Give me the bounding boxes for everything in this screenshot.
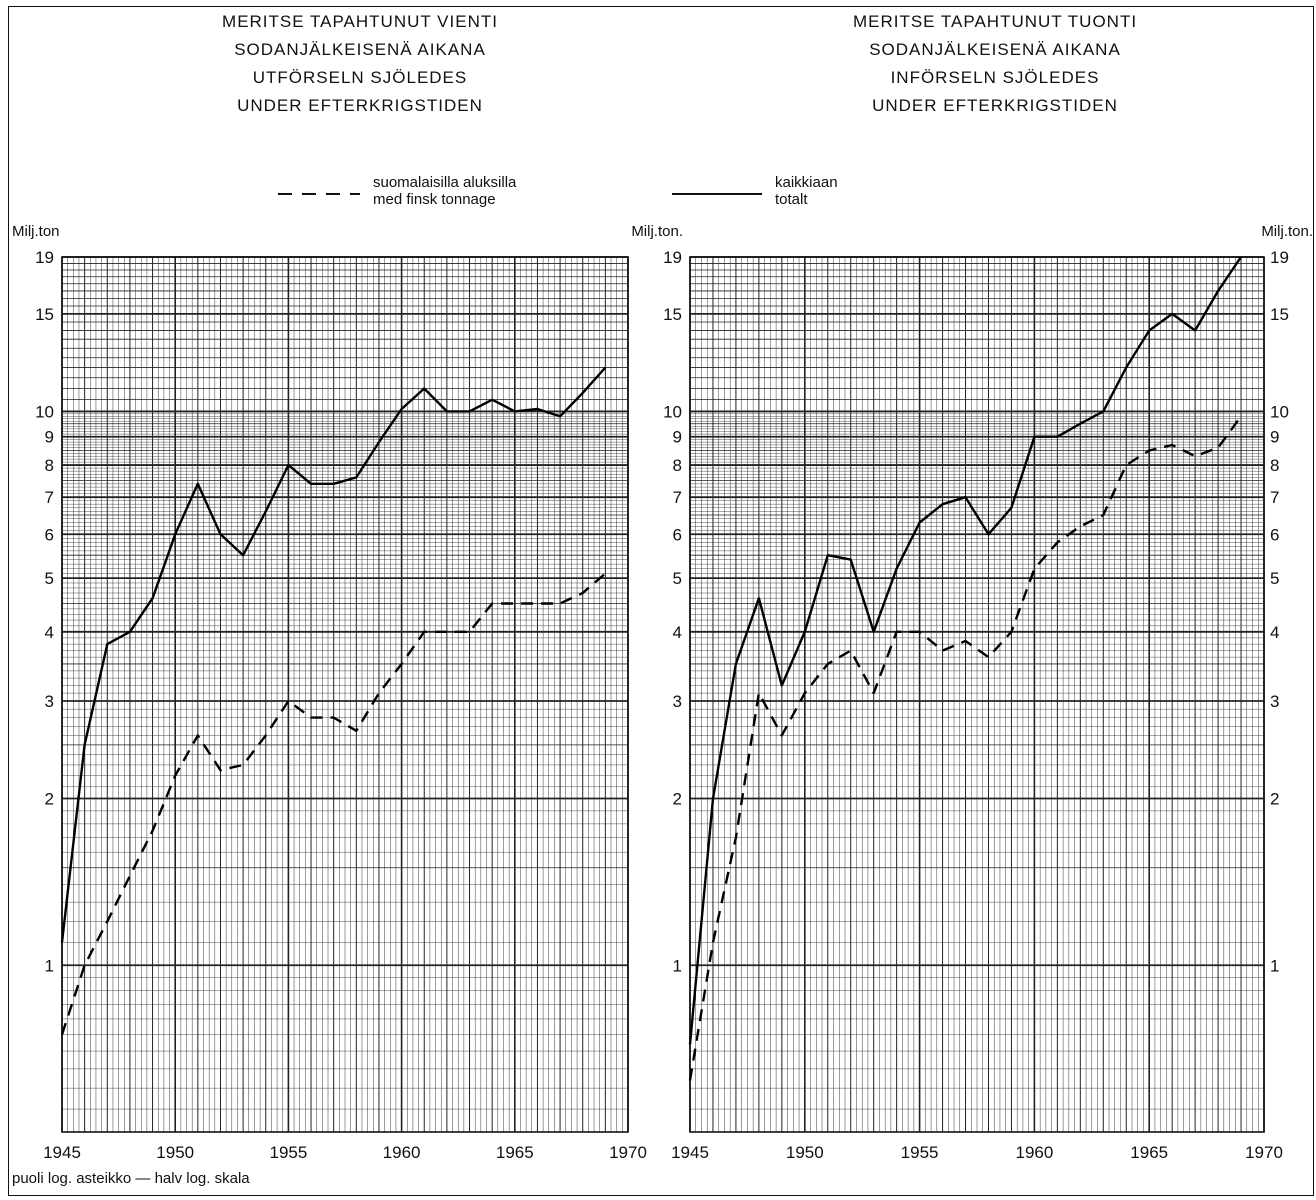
left-title-line-2: SODANJÄLKEISENÄ AIKANA [234, 40, 486, 59]
right-y-axis-unit-left: Milj.ton. [631, 223, 683, 240]
right-y-tick-label: 1 [673, 956, 682, 975]
left-x-tick-label: 1970 [609, 1143, 647, 1162]
right-title-line-3: INFÖRSELN SJÖLEDES [890, 68, 1100, 87]
right-chart: 1 1 2 2 3 3 4 4 5 5 6 6 7 7 8 8 9 9 10 10 15 15 19 19 1945 1950 19… [663, 223, 1313, 1162]
right-x-tick-label: 1970 [1245, 1143, 1283, 1162]
right-x-tick-label: 1955 [901, 1143, 939, 1162]
left-title-line-1: MERITSE TAPAHTUNUT VIENTI [222, 12, 498, 31]
right-x-tick-label: 1965 [1130, 1143, 1168, 1162]
legend-dashed-label: suomalaisilla aluksilla med finsk tonnag… [373, 174, 516, 208]
right-y-tick-label-right: 5 [1270, 569, 1279, 588]
right-y-tick-label-right: 3 [1270, 692, 1279, 711]
left-x-tick-label: 1960 [383, 1143, 421, 1162]
right-y-tick-label: 10 [663, 402, 682, 421]
right-title-line-2: SODANJÄLKEISENÄ AIKANA [869, 40, 1121, 59]
left-y-tick-label: 19 [35, 248, 54, 267]
right-series-solid [688, 256, 1242, 1045]
left-title-line-3: UTFÖRSELN SJÖLEDES [252, 68, 468, 87]
left-x-tick-label: 1965 [496, 1143, 534, 1162]
footnote: puoli log. asteikko — halv log. skala [12, 1170, 250, 1187]
legend-solid-label: kaikkiaan totalt [775, 174, 838, 208]
left-y-tick-label: 8 [45, 456, 54, 475]
legend-dashed-line-1: suomalaisilla aluksilla [373, 174, 517, 191]
right-y-tick-label: 7 [673, 488, 682, 507]
right-y-tick-label-right: 7 [1270, 488, 1279, 507]
right-y-tick-label-right: 15 [1270, 305, 1289, 324]
legend-dashed-line-2: med finsk tonnage [373, 191, 496, 208]
right-x-tick-label: 1945 [671, 1143, 709, 1162]
right-y-tick-label: 8 [673, 456, 682, 475]
right-y-tick-label: 6 [673, 525, 682, 544]
right-y-tick-label-right: 2 [1270, 790, 1279, 809]
right-y-tick-label: 19 [663, 248, 682, 267]
right-y-tick-label: 4 [673, 623, 682, 642]
right-y-tick-label: 9 [673, 428, 682, 447]
right-y-tick-label: 2 [673, 790, 682, 809]
figure-frame [8, 6, 1314, 1196]
legend-solid-line-1: kaikkiaan [775, 174, 838, 191]
left-y-tick-label: 2 [45, 790, 54, 809]
left-chart-title: MERITSE TAPAHTUNUT VIENTI SODANJÄLKEISEN… [100, 8, 620, 120]
left-plot-area [61, 256, 629, 1133]
left-y-tick-label: 15 [35, 305, 54, 324]
right-y-tick-label-right: 6 [1270, 525, 1279, 544]
right-y-tick-label: 3 [673, 692, 682, 711]
right-y-tick-label-right: 10 [1270, 402, 1289, 421]
left-y-tick-label: 7 [45, 488, 54, 507]
left-x-tick-label: 1950 [156, 1143, 194, 1162]
right-y-tick-label-right: 4 [1270, 623, 1279, 642]
left-series-solid [60, 366, 607, 943]
left-y-tick-label: 1 [45, 956, 54, 975]
left-y-tick-label: 4 [45, 623, 54, 642]
right-y-tick-label-right: 9 [1270, 428, 1279, 447]
left-y-tick-label: 10 [35, 402, 54, 421]
right-y-tick-label-right: 19 [1270, 248, 1289, 267]
left-y-axis-unit: Milj.ton [12, 223, 60, 240]
left-x-tick-label: 1955 [269, 1143, 307, 1162]
right-x-tick-label: 1960 [1015, 1143, 1053, 1162]
left-y-tick-label: 6 [45, 525, 54, 544]
left-y-tick-label: 9 [45, 428, 54, 447]
right-title-line-1: MERITSE TAPAHTUNUT TUONTI [852, 12, 1138, 31]
right-y-tick-label-right: 1 [1270, 956, 1279, 975]
right-title-line-4: UNDER EFTERKRIGSTIDEN [872, 96, 1118, 115]
left-series-dashed [60, 572, 607, 1035]
right-y-tick-label: 5 [673, 569, 682, 588]
right-x-tick-label: 1950 [786, 1143, 824, 1162]
right-y-tick-label-right: 8 [1270, 456, 1279, 475]
right-plot-area [689, 256, 1265, 1133]
left-y-tick-label: 3 [45, 692, 54, 711]
legend-solid-line-2: totalt [775, 191, 808, 208]
right-y-tick-label: 15 [663, 305, 682, 324]
left-title-line-4: UNDER EFTERKRIGSTIDEN [237, 96, 483, 115]
right-y-axis-unit: Milj.ton. [1261, 223, 1313, 240]
right-series-dashed [688, 415, 1242, 1081]
left-y-tick-label: 5 [45, 569, 54, 588]
right-chart-title: MERITSE TAPAHTUNUT TUONTI SODANJÄLKEISEN… [735, 8, 1255, 120]
left-x-tick-label: 1945 [43, 1143, 81, 1162]
